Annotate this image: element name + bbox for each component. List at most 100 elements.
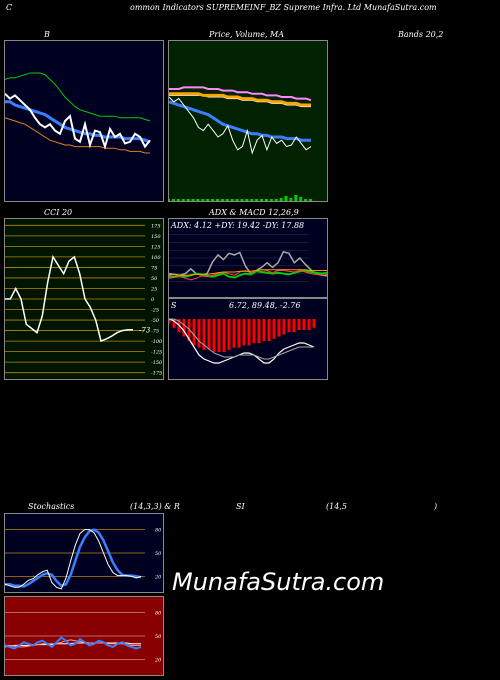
- volume-bar: [250, 199, 254, 201]
- rsi-line: [4, 636, 142, 650]
- bollinger-lower-band: [4, 117, 150, 154]
- stoch-params: (14,3,3) & R: [130, 502, 180, 511]
- volume-bar: [171, 199, 175, 201]
- cci-tick-label: 125: [151, 244, 161, 250]
- volume-bar: [220, 199, 224, 201]
- volume-bar: [196, 199, 200, 201]
- macd-histogram-bar: [232, 319, 236, 348]
- header-left: C: [6, 3, 13, 12]
- rsi-chart: 80 50 20: [4, 611, 162, 663]
- macd-signal-line: [169, 318, 314, 360]
- macd-histogram-bar: [242, 319, 246, 346]
- volume-bar: [260, 199, 264, 201]
- stoch-tick-label: 50: [155, 551, 162, 557]
- macd-histogram-bar: [307, 319, 311, 330]
- cci-chart: 175 150 125 100 75 50 25 0 -25 -50 -75 -100 -125 -150…: [5, 223, 163, 377]
- cci-tick-label: 25: [150, 286, 157, 292]
- macd-histogram-bar: [192, 319, 196, 346]
- cci-line: [5, 254, 133, 343]
- cci-tick-label: 100: [151, 255, 161, 261]
- volume-bar: [269, 199, 273, 201]
- macd-histogram-bar: [172, 319, 176, 328]
- adx-values: ADX: 4.12 +DY: 19.42 -DY: 17.88: [171, 221, 305, 230]
- adx-macd-label: ADX & MACD 12,26,9: [209, 208, 299, 217]
- rsi-close: ): [434, 502, 438, 511]
- volume-bar: [240, 199, 244, 201]
- volume-bar: [294, 195, 298, 201]
- adx-signal: [168, 269, 327, 276]
- macd-histogram-bar: [247, 319, 251, 346]
- volume-bar: [284, 196, 288, 201]
- price-ma-blue: [168, 100, 311, 142]
- rsi-tick-label: 80: [155, 611, 162, 617]
- cci-tick-label: 75: [151, 265, 157, 271]
- header-title: ommon Indicators SUPREMEINF_BZ Supreme I…: [130, 3, 437, 12]
- macd-histogram-bar: [167, 319, 171, 324]
- price-ma-pink: [169, 86, 312, 102]
- cci-tick-label: -100: [151, 339, 163, 345]
- volume-bar: [304, 199, 308, 201]
- cci-tick-label: -25: [151, 308, 159, 314]
- macd-histogram-bar: [312, 319, 316, 328]
- cci-tick-label: -75: [151, 329, 159, 335]
- volume-bar: [289, 198, 293, 201]
- stoch-tick-label: 20: [154, 574, 162, 580]
- volume-bar: [201, 199, 205, 201]
- macd-histogram-bar: [237, 319, 241, 348]
- volume-bar: [211, 199, 215, 201]
- rsi-params: (14,5: [326, 502, 347, 511]
- bollinger-chart: [4, 72, 151, 154]
- rsi-tick-label: 20: [154, 657, 162, 663]
- volume-bar: [186, 199, 190, 201]
- macd-histogram-bar: [302, 319, 306, 330]
- bollinger-upper-band: [4, 72, 151, 122]
- macd-histogram-bar: [252, 319, 256, 344]
- volume-bar: [191, 199, 195, 201]
- stoch-chart: 80 50 20: [4, 528, 162, 590]
- stoch-label: Stochastics: [28, 502, 75, 511]
- macd-line: [168, 318, 315, 364]
- volume-bar: [309, 199, 312, 201]
- macd-histogram-bar: [187, 319, 191, 341]
- macd-values: 6.72, 89.48, -2.76: [229, 301, 301, 310]
- macd-histogram-bar: [227, 319, 231, 350]
- adx-chart: [168, 234, 328, 282]
- cci-tick-label: -175: [151, 371, 162, 377]
- volume-bar: [279, 198, 283, 201]
- adx-line: [168, 250, 328, 277]
- stoch-d-line: [4, 529, 142, 590]
- volume-bar: [255, 199, 259, 201]
- macd-histogram-bar: [267, 319, 271, 341]
- macd-histogram-bar: [272, 319, 276, 339]
- cci-value-label: -73: [139, 327, 151, 335]
- rsi-label: SI: [236, 502, 245, 511]
- adx-panel: ADX: 4.12 +DY: 19.42 -DY: 17.88: [168, 218, 328, 298]
- macd-histogram-bar: [282, 319, 286, 335]
- volume-bar: [215, 199, 219, 201]
- stoch-panel: 80 50 20: [4, 513, 164, 593]
- price-panel: [167, 40, 328, 202]
- macd-s-label: S: [171, 301, 177, 310]
- cci-tick-label: 150: [151, 234, 161, 240]
- price-ma-orange: [169, 92, 311, 107]
- stoch-k-line: [5, 528, 142, 588]
- cci-tick-label: -150: [151, 360, 163, 366]
- macd-histogram-bar: [297, 319, 301, 330]
- macd-panel: S 6.72, 89.48, -2.76: [167, 298, 328, 380]
- macd-histogram-bar: [182, 319, 186, 337]
- macd-histogram-bar: [257, 319, 261, 344]
- bollinger-price-line: [4, 93, 151, 150]
- price-ma-label: Price, Volume, MA: [209, 30, 285, 39]
- macd-chart: [167, 318, 316, 364]
- macd-histogram-bar: [287, 319, 291, 333]
- volume-bar: [206, 199, 210, 201]
- volume-bar: [264, 199, 268, 201]
- volume-bar: [176, 199, 180, 201]
- volume-bar: [167, 199, 170, 201]
- macd-histogram-bar: [202, 319, 206, 350]
- cci-tick-label: -125: [151, 350, 162, 356]
- price-ma-white: [169, 94, 311, 108]
- volume-bar: [235, 199, 239, 201]
- macd-histogram-bar: [207, 319, 211, 350]
- macd-histogram-bar: [262, 319, 266, 341]
